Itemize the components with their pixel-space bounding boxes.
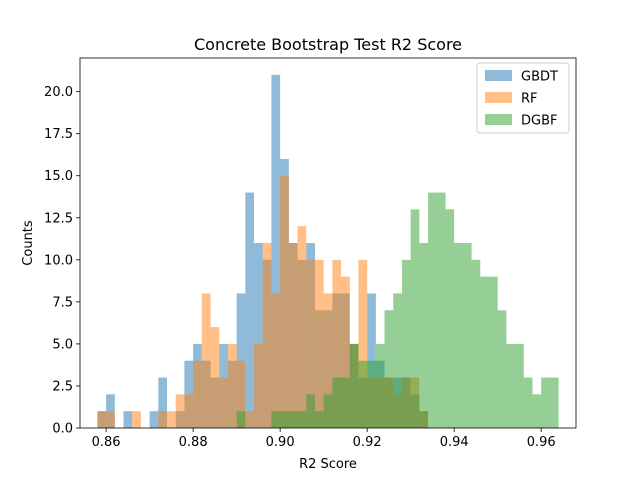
bar-gbdt-17 <box>245 192 255 428</box>
bar-rf-9 <box>175 394 185 428</box>
bar-rf-15 <box>227 343 237 428</box>
y-tick-label: 7.5 <box>52 295 73 310</box>
bar-rf-17 <box>245 411 255 428</box>
bar-rf-19 <box>262 243 272 428</box>
y-tick-label: 17.5 <box>44 127 73 142</box>
x-tick-label: 0.88 <box>179 435 208 450</box>
legend-swatch-dgbf <box>485 114 512 125</box>
y-tick-label: 5.0 <box>52 337 73 352</box>
bar-gbdt-3 <box>123 411 133 428</box>
bar-dgbf-30 <box>358 360 368 428</box>
bar-dgbf-46 <box>497 310 507 428</box>
bar-dgbf-20 <box>271 411 281 428</box>
legend-swatch-rf <box>485 92 512 103</box>
y-tick-label: 15.0 <box>44 169 73 184</box>
bar-dgbf-43 <box>471 259 481 428</box>
bar-dgbf-25 <box>314 411 324 428</box>
bar-dgbf-38 <box>428 192 437 428</box>
y-tick-label: 10.0 <box>44 253 73 268</box>
bar-rf-25 <box>314 259 324 428</box>
legend-label-dgbf: DGBF <box>521 114 557 129</box>
bar-dgbf-52 <box>549 377 559 428</box>
legend-label-rf: RF <box>521 92 538 107</box>
bar-dgbf-24 <box>306 394 315 428</box>
bar-rf-4 <box>132 411 141 428</box>
bar-dgbf-49 <box>523 377 533 428</box>
bar-gbdt-20 <box>271 74 281 428</box>
bar-dgbf-32 <box>375 343 385 428</box>
bar-rf-22 <box>288 243 298 428</box>
bar-dgbf-26 <box>323 394 333 428</box>
y-tick-label: 2.5 <box>52 379 73 394</box>
bar-dgbf-31 <box>367 360 376 428</box>
bar-rf-11 <box>193 360 202 428</box>
bar-dgbf-28 <box>341 377 350 428</box>
bar-dgbf-21 <box>280 411 289 428</box>
x-tick-label: 0.86 <box>92 435 121 450</box>
bar-dgbf-34 <box>393 293 402 428</box>
bar-dgbf-22 <box>288 411 298 428</box>
bar-dgbf-37 <box>419 243 429 428</box>
y-axis-ticks: 0.0 2.5 5.0 7.5 10.0 12.5 15.0 17.5 20.0 <box>44 85 80 437</box>
bar-gbdt-18 <box>254 243 263 428</box>
bar-rf-16 <box>236 360 246 428</box>
legend-swatch-gbdt <box>485 70 512 81</box>
bar-rf-21 <box>280 175 289 428</box>
series-dgbf <box>236 192 559 428</box>
x-axis-label: R2 Score <box>299 457 357 472</box>
y-tick-label: 12.5 <box>44 211 73 226</box>
bar-gbdt-7 <box>158 377 168 428</box>
bar-dgbf-35 <box>401 259 411 428</box>
bar-rf-14 <box>219 377 228 428</box>
bar-dgbf-48 <box>515 343 524 428</box>
bar-rf-20 <box>271 293 281 428</box>
legend-label-gbdt: GBDT <box>521 70 558 85</box>
bar-dgbf-42 <box>462 243 472 428</box>
bar-rf-18 <box>254 343 263 428</box>
axes-frame <box>79 57 577 429</box>
bar-dgbf-47 <box>506 343 516 428</box>
y-axis-label: Counts <box>21 220 36 266</box>
x-tick-label: 0.96 <box>527 435 556 450</box>
x-tick-label: 0.92 <box>353 435 382 450</box>
bar-rf-23 <box>297 226 307 428</box>
bar-dgbf-39 <box>436 192 446 428</box>
y-tick-label: 0.0 <box>52 422 73 437</box>
chart-title: Concrete Bootstrap Test R2 Score <box>194 35 462 54</box>
bar-dgbf-41 <box>454 243 463 428</box>
bar-dgbf-23 <box>297 411 307 428</box>
bar-dgbf-27 <box>332 377 342 428</box>
bar-rf-12 <box>201 293 211 428</box>
bar-rf-24 <box>306 259 315 428</box>
bar-dgbf-16 <box>236 411 246 428</box>
bar-dgbf-45 <box>488 276 498 428</box>
bar-rf-26 <box>323 293 333 428</box>
bar-rf-0 <box>97 411 107 428</box>
x-tick-label: 0.90 <box>266 435 295 450</box>
bar-gbdt-31 <box>367 293 376 428</box>
bar-dgbf-44 <box>480 276 489 428</box>
bar-dgbf-50 <box>532 394 542 428</box>
legend: GBDT RF DGBF <box>476 62 570 134</box>
bar-rf-10 <box>184 394 194 428</box>
y-tick-label: 20.0 <box>44 85 73 100</box>
bar-dgbf-33 <box>384 310 394 428</box>
bar-rf-8 <box>167 411 176 428</box>
histogram-bars <box>97 74 559 428</box>
bar-dgbf-36 <box>410 209 420 428</box>
bar-rf-30 <box>358 259 368 428</box>
bar-rf-1 <box>106 411 115 428</box>
x-axis-ticks: 0.86 0.88 0.90 0.92 0.94 0.96 <box>92 428 556 450</box>
bar-gbdt-6 <box>149 411 159 428</box>
bar-rf-27 <box>332 259 342 428</box>
bar-dgbf-51 <box>541 377 550 428</box>
bar-dgbf-29 <box>349 343 359 428</box>
bar-rf-13 <box>210 327 220 428</box>
bar-dgbf-40 <box>445 209 455 428</box>
bar-rf-28 <box>341 276 350 428</box>
x-tick-label: 0.94 <box>440 435 469 450</box>
bar-rf-7 <box>158 411 168 428</box>
bar-gbdt-16 <box>236 293 246 428</box>
